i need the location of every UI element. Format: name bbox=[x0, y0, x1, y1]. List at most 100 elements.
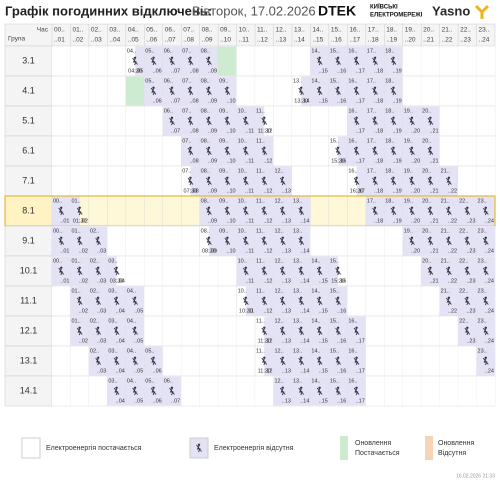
cell-to: ..19 bbox=[393, 218, 402, 224]
cell-from: 01.. bbox=[71, 198, 81, 204]
cell-from: 19.. bbox=[404, 198, 414, 204]
legend-upd-on: Оновлення bbox=[355, 440, 391, 447]
legend-upd-off-swatch bbox=[425, 436, 433, 460]
cell-on bbox=[199, 376, 219, 406]
hour-to: ..19 bbox=[386, 37, 397, 44]
cell-from: 16.. bbox=[348, 108, 358, 114]
cell-from: 17.. bbox=[367, 198, 377, 204]
cell-on bbox=[439, 316, 459, 346]
hour-to: ..23 bbox=[460, 37, 471, 44]
cell-on bbox=[144, 316, 163, 346]
group-label: 11.1 bbox=[20, 295, 37, 305]
cell-on bbox=[52, 136, 71, 166]
cell-bg bbox=[88, 195, 108, 227]
cell-to: ..16 bbox=[337, 68, 346, 74]
group-cell bbox=[4, 255, 53, 287]
cell-on bbox=[273, 76, 292, 106]
cell-to: ..21 bbox=[429, 218, 438, 224]
group-label: 14.1 bbox=[20, 385, 38, 395]
hour-to: ..17 bbox=[349, 37, 360, 44]
legend-upd-off: Відсутня bbox=[438, 449, 466, 457]
cell-to: ..05 bbox=[134, 308, 143, 314]
cell-to: ..13 bbox=[282, 188, 291, 194]
cell-from: 22.. bbox=[459, 318, 469, 324]
cell-from: 13.. bbox=[293, 258, 303, 264]
cell-from: 21.. bbox=[441, 288, 451, 294]
schedule-table: ЧасГрупа00....0101....0202....0303....04… bbox=[4, 23, 496, 407]
cell-to: ..12 bbox=[263, 128, 272, 134]
cell-from: 15.. bbox=[330, 378, 340, 384]
hour-to: ..04 bbox=[109, 37, 120, 44]
cell-to: ..12 bbox=[263, 368, 272, 374]
hour-to: ..13 bbox=[276, 37, 287, 44]
cell-on bbox=[52, 106, 71, 136]
cell-from: 04.. bbox=[127, 288, 137, 294]
cell-on bbox=[70, 76, 89, 106]
cell-on bbox=[52, 76, 71, 106]
partial-time: 03:30 bbox=[110, 278, 124, 284]
hour-to: ..05 bbox=[128, 37, 139, 44]
cell-to: ..15 bbox=[319, 368, 328, 374]
group-label: 8.1 bbox=[22, 205, 35, 215]
cell-to: ..21 bbox=[429, 278, 438, 284]
cell-to: ..24 bbox=[485, 218, 494, 224]
cell-to: ..04 bbox=[116, 398, 125, 404]
partial-time: 08:30 bbox=[202, 248, 216, 254]
cell-to: ..21 bbox=[429, 128, 438, 134]
cell-on bbox=[328, 226, 348, 256]
legend-upd-on: Постачається bbox=[355, 450, 400, 457]
cell-on bbox=[162, 346, 182, 376]
hour-to: ..01 bbox=[54, 37, 65, 44]
cell-to: ..10 bbox=[226, 128, 235, 134]
group-label: 13.1 bbox=[20, 355, 38, 365]
cell-to: ..09 bbox=[208, 98, 217, 104]
cell-on bbox=[328, 166, 348, 196]
cell-from: 16.. bbox=[348, 138, 358, 144]
cell-from: 10.. bbox=[238, 138, 248, 144]
cell-on bbox=[144, 256, 163, 286]
cell-on bbox=[365, 346, 385, 376]
cell-from: 18.. bbox=[385, 48, 395, 54]
cell-on bbox=[52, 346, 71, 376]
cell-to: ..16 bbox=[337, 398, 346, 404]
cell-to: ..03 bbox=[97, 278, 106, 284]
cell-on bbox=[70, 136, 89, 166]
cell-from: 04.. bbox=[127, 348, 137, 354]
cell-on bbox=[70, 166, 89, 196]
cell-on bbox=[199, 346, 219, 376]
cell-to: ..10 bbox=[226, 98, 235, 104]
cell-to: ..23 bbox=[466, 218, 475, 224]
cell-from: 15.. bbox=[330, 138, 340, 144]
hour-from: 08.. bbox=[202, 27, 213, 34]
cell-to: ..15 bbox=[319, 308, 328, 314]
cell-to: ..02 bbox=[79, 248, 88, 254]
cell-from: 11.. bbox=[256, 288, 265, 294]
cell-updated bbox=[218, 46, 237, 76]
cell-on bbox=[384, 376, 403, 406]
cell-to: ..04 bbox=[116, 338, 125, 344]
cell-to: ..09 bbox=[208, 188, 217, 194]
cell-to: ..24 bbox=[485, 368, 494, 374]
cell-from: 03.. bbox=[108, 378, 118, 384]
legend-on-swatch bbox=[21, 437, 41, 459]
cell-from: 16.. bbox=[348, 348, 358, 354]
cell-to: ..06 bbox=[153, 68, 162, 74]
cell-on bbox=[365, 316, 385, 346]
cell-from: 04.. bbox=[127, 48, 137, 54]
cell-from: 20.. bbox=[422, 168, 432, 174]
group-cell bbox=[4, 285, 53, 317]
cell-to: ..09 bbox=[208, 68, 217, 74]
hour-from: 14.. bbox=[312, 27, 323, 34]
cell-from: 01.. bbox=[71, 258, 81, 264]
cell-to: ..24 bbox=[485, 278, 494, 284]
cell-on bbox=[347, 286, 366, 316]
cell-on bbox=[458, 46, 477, 76]
cell-from: 12.. bbox=[275, 348, 285, 354]
cell-off bbox=[135, 46, 145, 76]
cell-from: 14.. bbox=[311, 78, 321, 84]
cell-to: ..16 bbox=[337, 98, 346, 104]
cell-to: ..08 bbox=[189, 158, 198, 164]
cell-to: ..18 bbox=[374, 128, 383, 134]
partial-time: 11:30 bbox=[258, 128, 271, 134]
hour-from: 12.. bbox=[276, 27, 287, 34]
